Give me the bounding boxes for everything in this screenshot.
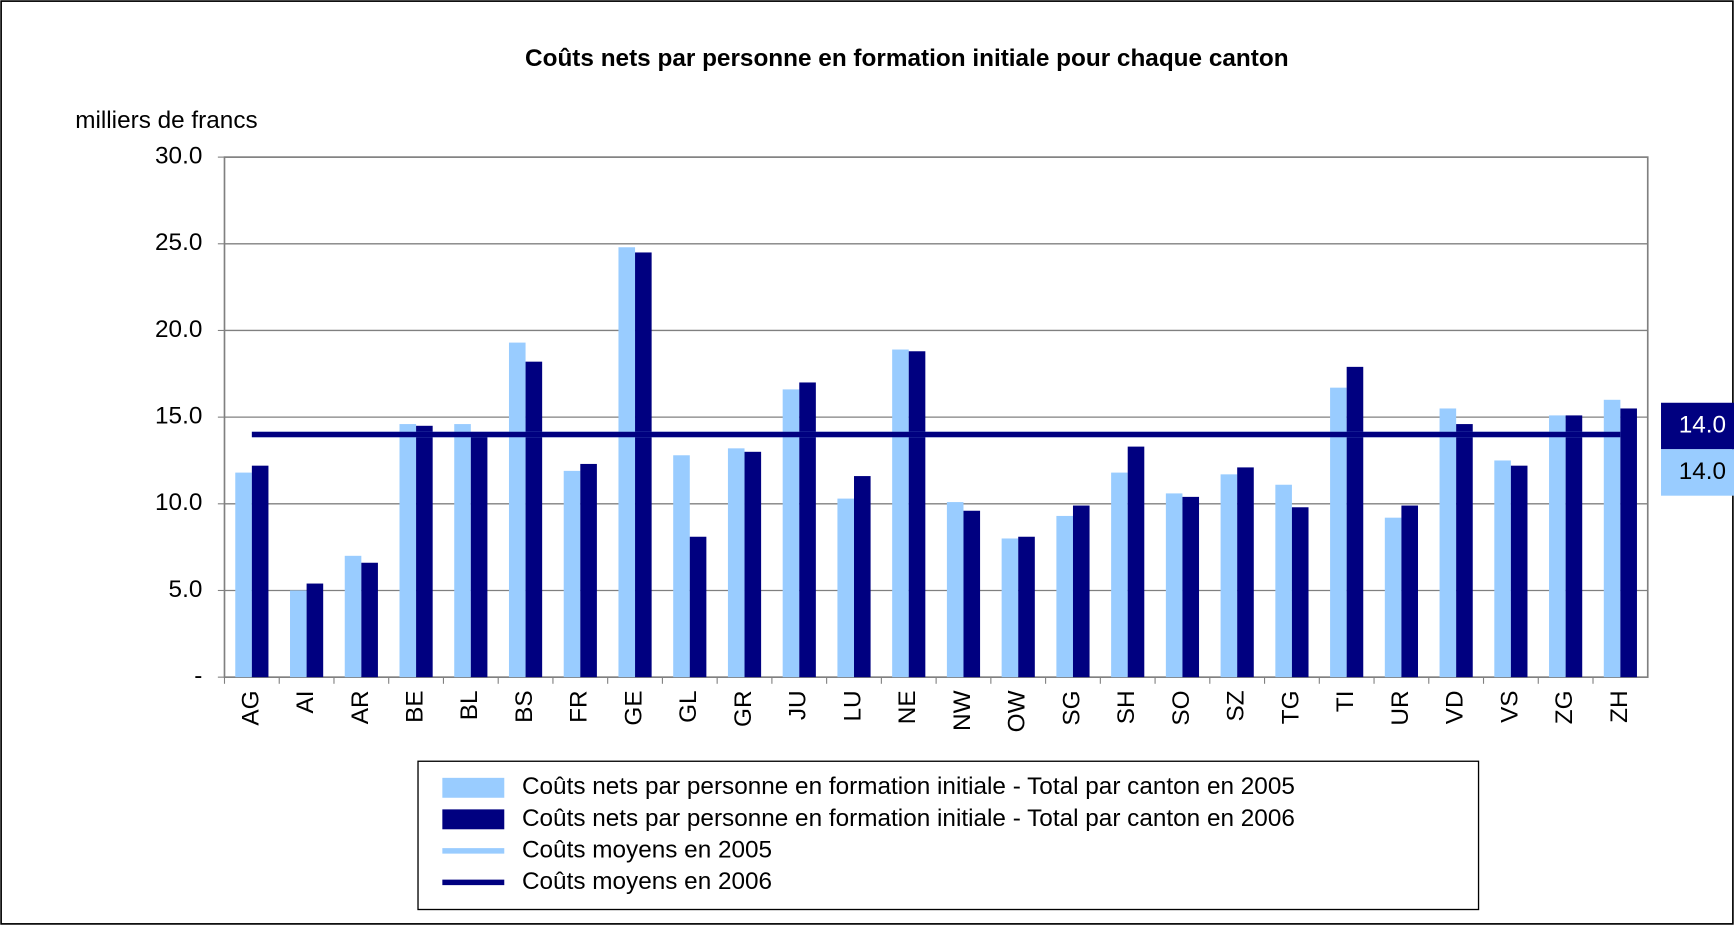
bar	[1494, 460, 1511, 678]
bar	[854, 476, 871, 678]
legend-label: Coûts nets par personne en formation ini…	[522, 805, 1295, 832]
y-axis-label: milliers de francs	[75, 107, 257, 134]
legend-label: Coûts nets par personne en formation ini…	[522, 773, 1295, 800]
bar	[1549, 415, 1566, 678]
x-tick-label: ZG	[1551, 690, 1578, 724]
bar	[399, 424, 417, 678]
bar	[1291, 507, 1309, 678]
y-tick-label: 15.0	[155, 403, 202, 430]
bar	[1330, 387, 1347, 678]
bar	[1220, 474, 1238, 678]
legend	[417, 760, 1480, 911]
bar	[1384, 517, 1402, 678]
bar	[744, 451, 762, 678]
bar	[344, 555, 362, 678]
bar	[1127, 446, 1145, 678]
bar	[1182, 496, 1200, 678]
value-label: 14.0	[1679, 458, 1726, 485]
legend-swatch	[442, 809, 505, 830]
x-tick-label: AR	[347, 690, 374, 724]
bar	[1056, 515, 1073, 678]
x-tick-label: SG	[1058, 690, 1085, 725]
bar	[1275, 484, 1292, 678]
x-tick-label: TG	[1277, 690, 1304, 724]
x-tick-label: BE	[402, 690, 429, 722]
bar	[1001, 538, 1019, 678]
bar	[1401, 505, 1418, 678]
bar	[618, 247, 636, 678]
legend-label: Coûts moyens en 2005	[522, 836, 772, 863]
bar	[837, 498, 855, 678]
bar	[1165, 493, 1183, 678]
bar	[1620, 408, 1637, 678]
legend-swatch	[442, 777, 505, 798]
bar	[1510, 465, 1528, 678]
value-label: 14.0	[1679, 411, 1726, 438]
bar	[563, 470, 581, 678]
x-tick-label: NE	[894, 690, 921, 724]
bar	[892, 349, 909, 678]
x-tick-label: ZH	[1606, 690, 1633, 722]
x-tick-label: TI	[1332, 690, 1359, 712]
bar	[1237, 467, 1254, 678]
x-tick-label: AG	[237, 690, 264, 725]
bar	[1439, 408, 1457, 678]
x-tick-label: OW	[1004, 690, 1031, 732]
x-tick-label: VD	[1442, 690, 1469, 724]
bar	[470, 434, 488, 678]
x-tick-label: UR	[1387, 690, 1414, 725]
y-tick-label: 20.0	[155, 316, 202, 343]
y-tick-label: 25.0	[155, 229, 202, 256]
legend-label: Coûts moyens en 2006	[522, 868, 772, 895]
y-tick-label: 5.0	[169, 576, 203, 603]
x-tick-label: GL	[675, 690, 702, 722]
bar	[689, 536, 707, 678]
bar	[416, 425, 433, 678]
bar	[235, 472, 252, 678]
value-label-box	[1661, 402, 1734, 450]
bar	[1603, 399, 1621, 678]
bar	[251, 465, 269, 678]
bar	[635, 252, 652, 678]
x-tick-label: SO	[1168, 690, 1195, 725]
bar	[1565, 415, 1583, 678]
bar	[1018, 536, 1035, 678]
x-tick-label: GR	[730, 690, 757, 727]
x-tick-label: VS	[1496, 690, 1523, 722]
y-tick-label: 30.0	[155, 143, 202, 170]
bar	[1346, 366, 1364, 678]
bar	[361, 562, 378, 678]
bar	[580, 463, 597, 678]
y-tick-label: 10.0	[155, 489, 202, 516]
x-tick-label: SZ	[1223, 690, 1250, 721]
x-tick-label: BS	[511, 690, 538, 722]
bar	[525, 361, 543, 678]
x-tick-label: LU	[839, 690, 866, 721]
x-tick-label: BL	[456, 690, 483, 720]
bar	[306, 583, 324, 678]
x-tick-label: SH	[1113, 690, 1140, 724]
bar	[908, 351, 926, 678]
bar	[963, 510, 981, 678]
bar	[1111, 472, 1128, 678]
bar	[290, 590, 307, 678]
bar	[673, 455, 690, 678]
bar	[508, 342, 526, 678]
bar	[1072, 505, 1090, 678]
x-tick-label: NW	[949, 690, 976, 731]
value-label-box	[1661, 449, 1734, 496]
bar	[727, 448, 745, 678]
x-tick-label: AI	[292, 690, 319, 713]
x-tick-label: GE	[620, 690, 647, 725]
x-tick-label: JU	[785, 690, 812, 720]
y-tick-label: -	[194, 663, 202, 690]
bar	[782, 389, 800, 678]
x-tick-label: FR	[566, 690, 593, 722]
bar	[799, 382, 816, 678]
bar	[1456, 424, 1473, 678]
bar	[946, 502, 964, 678]
bar	[454, 424, 471, 678]
chart-title: Coûts nets par personne en formation ini…	[525, 45, 1289, 72]
